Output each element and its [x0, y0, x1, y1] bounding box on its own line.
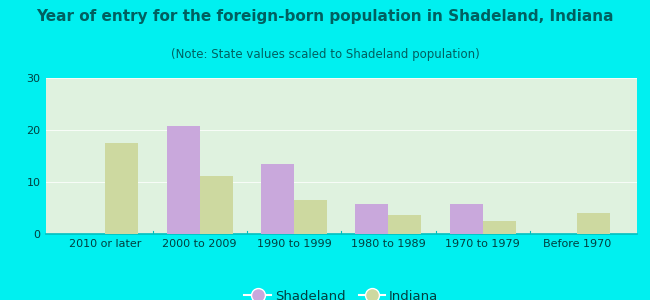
Bar [200, 176, 233, 234]
Legend: Shadeland, Indiana: Shadeland, Indiana [239, 284, 443, 300]
Bar [261, 164, 294, 234]
Bar [294, 200, 327, 234]
Bar [483, 221, 516, 234]
Bar [166, 126, 200, 234]
Text: Year of entry for the foreign-born population in Shadeland, Indiana: Year of entry for the foreign-born popul… [36, 9, 614, 24]
Bar [105, 143, 138, 234]
Bar [389, 215, 421, 234]
Bar [577, 213, 610, 234]
Bar [356, 204, 389, 234]
Text: (Note: State values scaled to Shadeland population): (Note: State values scaled to Shadeland … [170, 48, 480, 61]
Bar [450, 204, 483, 234]
